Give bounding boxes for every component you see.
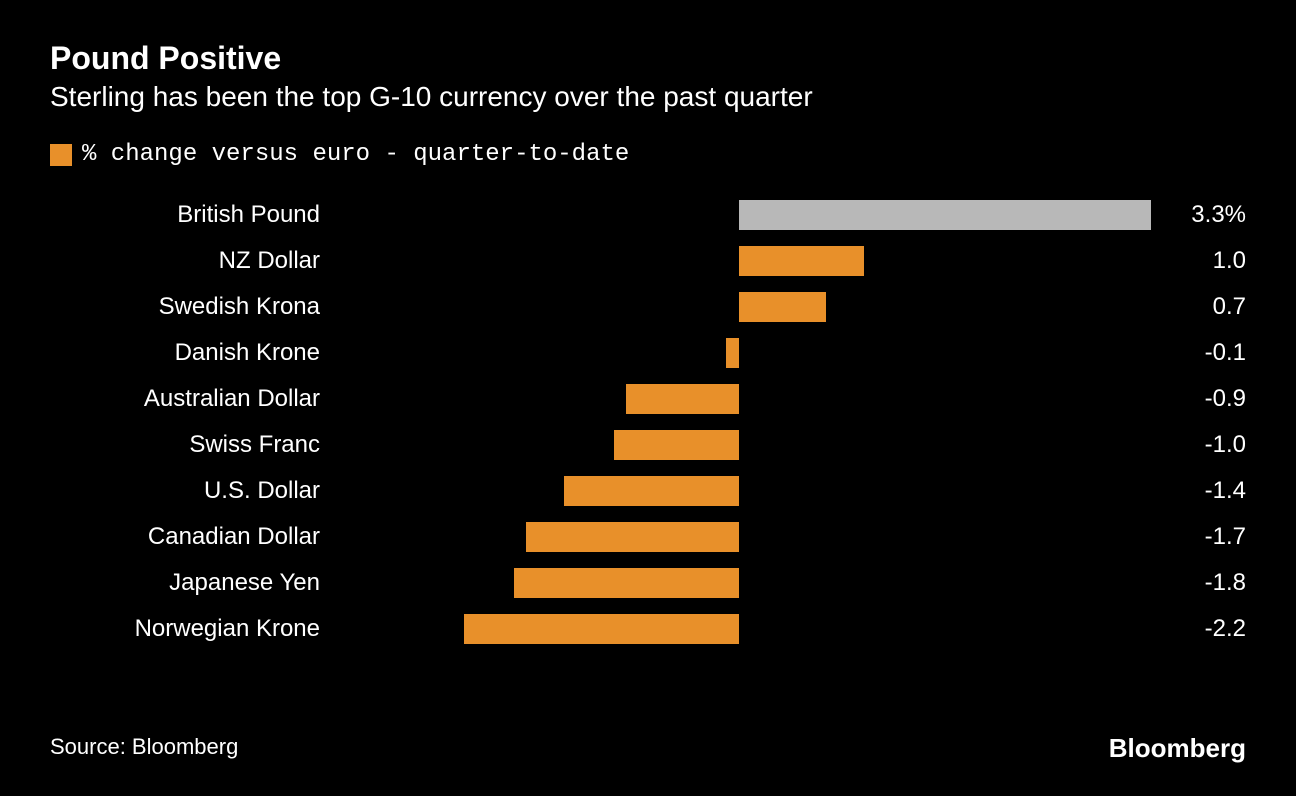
bar-row: Swiss Franc -1.0 bbox=[50, 422, 1246, 468]
bar-fill bbox=[514, 568, 739, 598]
bar-track: 3.3% bbox=[340, 192, 1246, 238]
chart-area: British Pound 3.3% NZ Dollar 1.0 Swedish Kro… bbox=[50, 192, 1246, 652]
bar-label: Japanese Yen bbox=[50, 569, 340, 597]
bar-track: -0.9 bbox=[340, 376, 1246, 422]
bar-value: -2.2 bbox=[1205, 615, 1246, 643]
bar-track: -1.4 bbox=[340, 468, 1246, 514]
bar-row: Canadian Dollar -1.7 bbox=[50, 514, 1246, 560]
legend-label: % change versus euro - quarter-to-date bbox=[82, 141, 629, 168]
chart-subtitle: Sterling has been the top G-10 currency … bbox=[50, 81, 1246, 113]
bar-value: -1.8 bbox=[1205, 569, 1246, 597]
bar-track: -2.2 bbox=[340, 606, 1246, 652]
bar-row: Australian Dollar -0.9 bbox=[50, 376, 1246, 422]
bar-fill bbox=[564, 476, 739, 506]
bar-label: Canadian Dollar bbox=[50, 523, 340, 551]
bar-fill bbox=[626, 384, 739, 414]
bar-fill bbox=[726, 338, 739, 368]
bar-track: 1.0 bbox=[340, 238, 1246, 284]
source-text: Source: Bloomberg bbox=[50, 734, 238, 760]
bar-label: Danish Krone bbox=[50, 339, 340, 367]
bar-row: Norwegian Krone -2.2 bbox=[50, 606, 1246, 652]
bar-value: 3.3% bbox=[1191, 201, 1246, 229]
bar-fill bbox=[739, 292, 827, 322]
bar-track: -1.7 bbox=[340, 514, 1246, 560]
bar-value: -1.0 bbox=[1205, 431, 1246, 459]
bar-label: Swiss Franc bbox=[50, 431, 340, 459]
bar-label: Norwegian Krone bbox=[50, 615, 340, 643]
bar-row: Danish Krone -0.1 bbox=[50, 330, 1246, 376]
bar-value: 1.0 bbox=[1213, 247, 1246, 275]
bar-fill bbox=[739, 246, 864, 276]
bar-value: -1.7 bbox=[1205, 523, 1246, 551]
bar-label: British Pound bbox=[50, 201, 340, 229]
bar-track: -1.8 bbox=[340, 560, 1246, 606]
bar-label: NZ Dollar bbox=[50, 247, 340, 275]
bar-track: 0.7 bbox=[340, 284, 1246, 330]
legend: % change versus euro - quarter-to-date bbox=[50, 141, 1246, 168]
bar-label: Australian Dollar bbox=[50, 385, 340, 413]
brand-logo: Bloomberg bbox=[1109, 733, 1246, 764]
bar-value: -0.9 bbox=[1205, 385, 1246, 413]
bar-label: U.S. Dollar bbox=[50, 477, 340, 505]
bar-fill bbox=[739, 200, 1152, 230]
bar-label: Swedish Krona bbox=[50, 293, 340, 321]
bar-track: -1.0 bbox=[340, 422, 1246, 468]
chart-title: Pound Positive bbox=[50, 40, 1246, 77]
bar-value: -0.1 bbox=[1205, 339, 1246, 367]
bar-fill bbox=[526, 522, 739, 552]
bar-track: -0.1 bbox=[340, 330, 1246, 376]
bar-row: British Pound 3.3% bbox=[50, 192, 1246, 238]
bar-fill bbox=[464, 614, 739, 644]
bar-row: Swedish Krona 0.7 bbox=[50, 284, 1246, 330]
bar-row: Japanese Yen -1.8 bbox=[50, 560, 1246, 606]
legend-swatch bbox=[50, 144, 72, 166]
bar-fill bbox=[614, 430, 739, 460]
chart-container: Pound Positive Sterling has been the top… bbox=[50, 40, 1246, 766]
bar-row: U.S. Dollar -1.4 bbox=[50, 468, 1246, 514]
bar-value: 0.7 bbox=[1213, 293, 1246, 321]
bar-row: NZ Dollar 1.0 bbox=[50, 238, 1246, 284]
bar-value: -1.4 bbox=[1205, 477, 1246, 505]
